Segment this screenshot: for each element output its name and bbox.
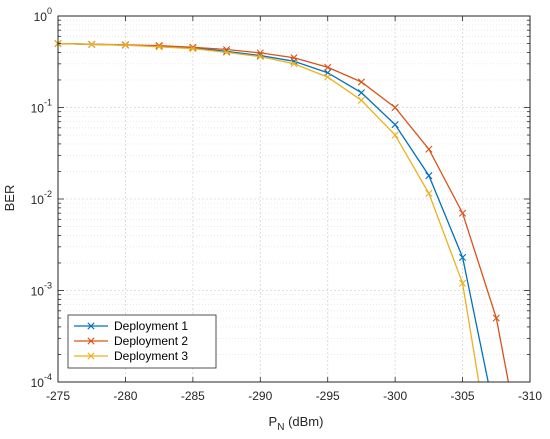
data-point	[189, 45, 197, 53]
data-point	[357, 96, 366, 104]
data-point-stroke	[458, 253, 467, 261]
axis-ticks	[57, 15, 531, 383]
data-point	[222, 48, 231, 57]
legend-label: Deployment 1	[114, 319, 188, 333]
y-tick-label-exponent: -4	[44, 372, 52, 382]
y-tick-label: 10-2	[31, 189, 52, 207]
data-point-stroke	[357, 96, 366, 104]
y-tick-label-exponent: -3	[44, 281, 52, 291]
data-point	[458, 209, 467, 217]
series-line-tail	[461, 257, 489, 383]
data-point	[357, 78, 366, 86]
x-axis-label-unit: (dBm)	[284, 414, 323, 429]
data-point-stroke	[391, 131, 399, 139]
data-point	[391, 131, 399, 139]
data-point-stroke	[155, 41, 163, 50]
y-tick-label-base: 10	[31, 193, 45, 207]
data-point-stroke	[492, 314, 500, 322]
data-point	[88, 40, 96, 48]
data-point	[290, 54, 298, 62]
y-tick-label-base: 10	[31, 102, 45, 116]
x-tick-label: -290	[248, 389, 272, 403]
data-point-stroke	[189, 45, 197, 53]
data-point	[357, 89, 366, 97]
legend-marker	[87, 337, 95, 345]
data-point-stroke	[425, 189, 433, 198]
series-layer	[54, 39, 510, 383]
y-tick-label-exponent: -1	[44, 98, 52, 108]
x-tick-label: -280	[113, 389, 137, 403]
data-point-stroke	[88, 40, 96, 48]
data-point-stroke	[324, 73, 332, 81]
y-tick-label: 10-1	[31, 98, 52, 116]
data-point-stroke	[222, 48, 231, 57]
data-point	[492, 314, 500, 322]
data-point	[290, 60, 298, 68]
data-point	[155, 41, 163, 50]
x-axis-label-subscript: N	[277, 422, 284, 433]
data-point-stroke	[391, 121, 399, 129]
data-point	[155, 43, 163, 51]
data-point	[391, 121, 399, 129]
data-point-stroke	[189, 43, 197, 51]
x-axis-label-main: P	[269, 414, 278, 429]
data-point	[425, 189, 433, 198]
data-point	[121, 41, 130, 49]
data-point	[256, 53, 264, 61]
data-point	[324, 63, 332, 71]
y-tick-label-base: 10	[31, 285, 45, 299]
y-tick-label-exponent: 0	[47, 6, 52, 16]
data-point-stroke	[425, 172, 433, 180]
y-tick-label: 10-3	[31, 281, 52, 299]
legend-marker	[87, 322, 95, 330]
x-tick-label: -285	[181, 389, 205, 403]
data-point	[391, 103, 399, 112]
x-tick-label: -310	[518, 389, 542, 403]
legend-item: Deployment 3	[74, 349, 188, 363]
data-point	[324, 73, 332, 81]
legend-label: Deployment 2	[114, 334, 188, 348]
y-axis-label: BER	[2, 185, 17, 212]
y-tick-label-exponent: -2	[44, 189, 52, 199]
data-point-stroke	[357, 89, 366, 97]
y-tick-label: 10-4	[31, 372, 52, 390]
data-point-stroke	[256, 53, 264, 61]
data-point	[425, 145, 433, 153]
data-point	[425, 172, 433, 180]
data-point-stroke	[155, 43, 163, 51]
data-point	[458, 279, 467, 287]
y-tick-label-base: 10	[34, 10, 48, 24]
series-3	[54, 39, 480, 383]
series-line-tail	[495, 317, 510, 383]
data-point-stroke	[458, 209, 467, 217]
legend-item: Deployment 2	[74, 334, 188, 348]
y-tick-label-base: 10	[31, 376, 45, 390]
x-axis-label: PN (dBm)	[269, 414, 324, 433]
data-point-stroke	[391, 103, 399, 112]
data-point-stroke	[458, 279, 467, 287]
x-tick-label: -305	[451, 389, 475, 403]
legend-marker	[87, 352, 95, 360]
data-point-stroke	[357, 78, 366, 86]
x-tick-label: -275	[46, 389, 70, 403]
x-tick-label: -295	[316, 389, 340, 403]
data-point-stroke	[290, 60, 298, 68]
series-line-tail	[461, 283, 480, 383]
y-tick-label: 100	[34, 6, 52, 24]
data-point-stroke	[324, 63, 332, 71]
legend-item: Deployment 1	[74, 319, 188, 333]
legend-label: Deployment 3	[114, 349, 188, 363]
x-tick-label: -300	[383, 389, 407, 403]
data-point	[458, 253, 467, 261]
data-point-stroke	[425, 145, 433, 153]
data-point-stroke	[121, 41, 130, 49]
x-tick-labels: -275 -280 -285 -290 -295 -300 -305 -310	[46, 389, 542, 403]
data-point-stroke	[290, 54, 298, 62]
